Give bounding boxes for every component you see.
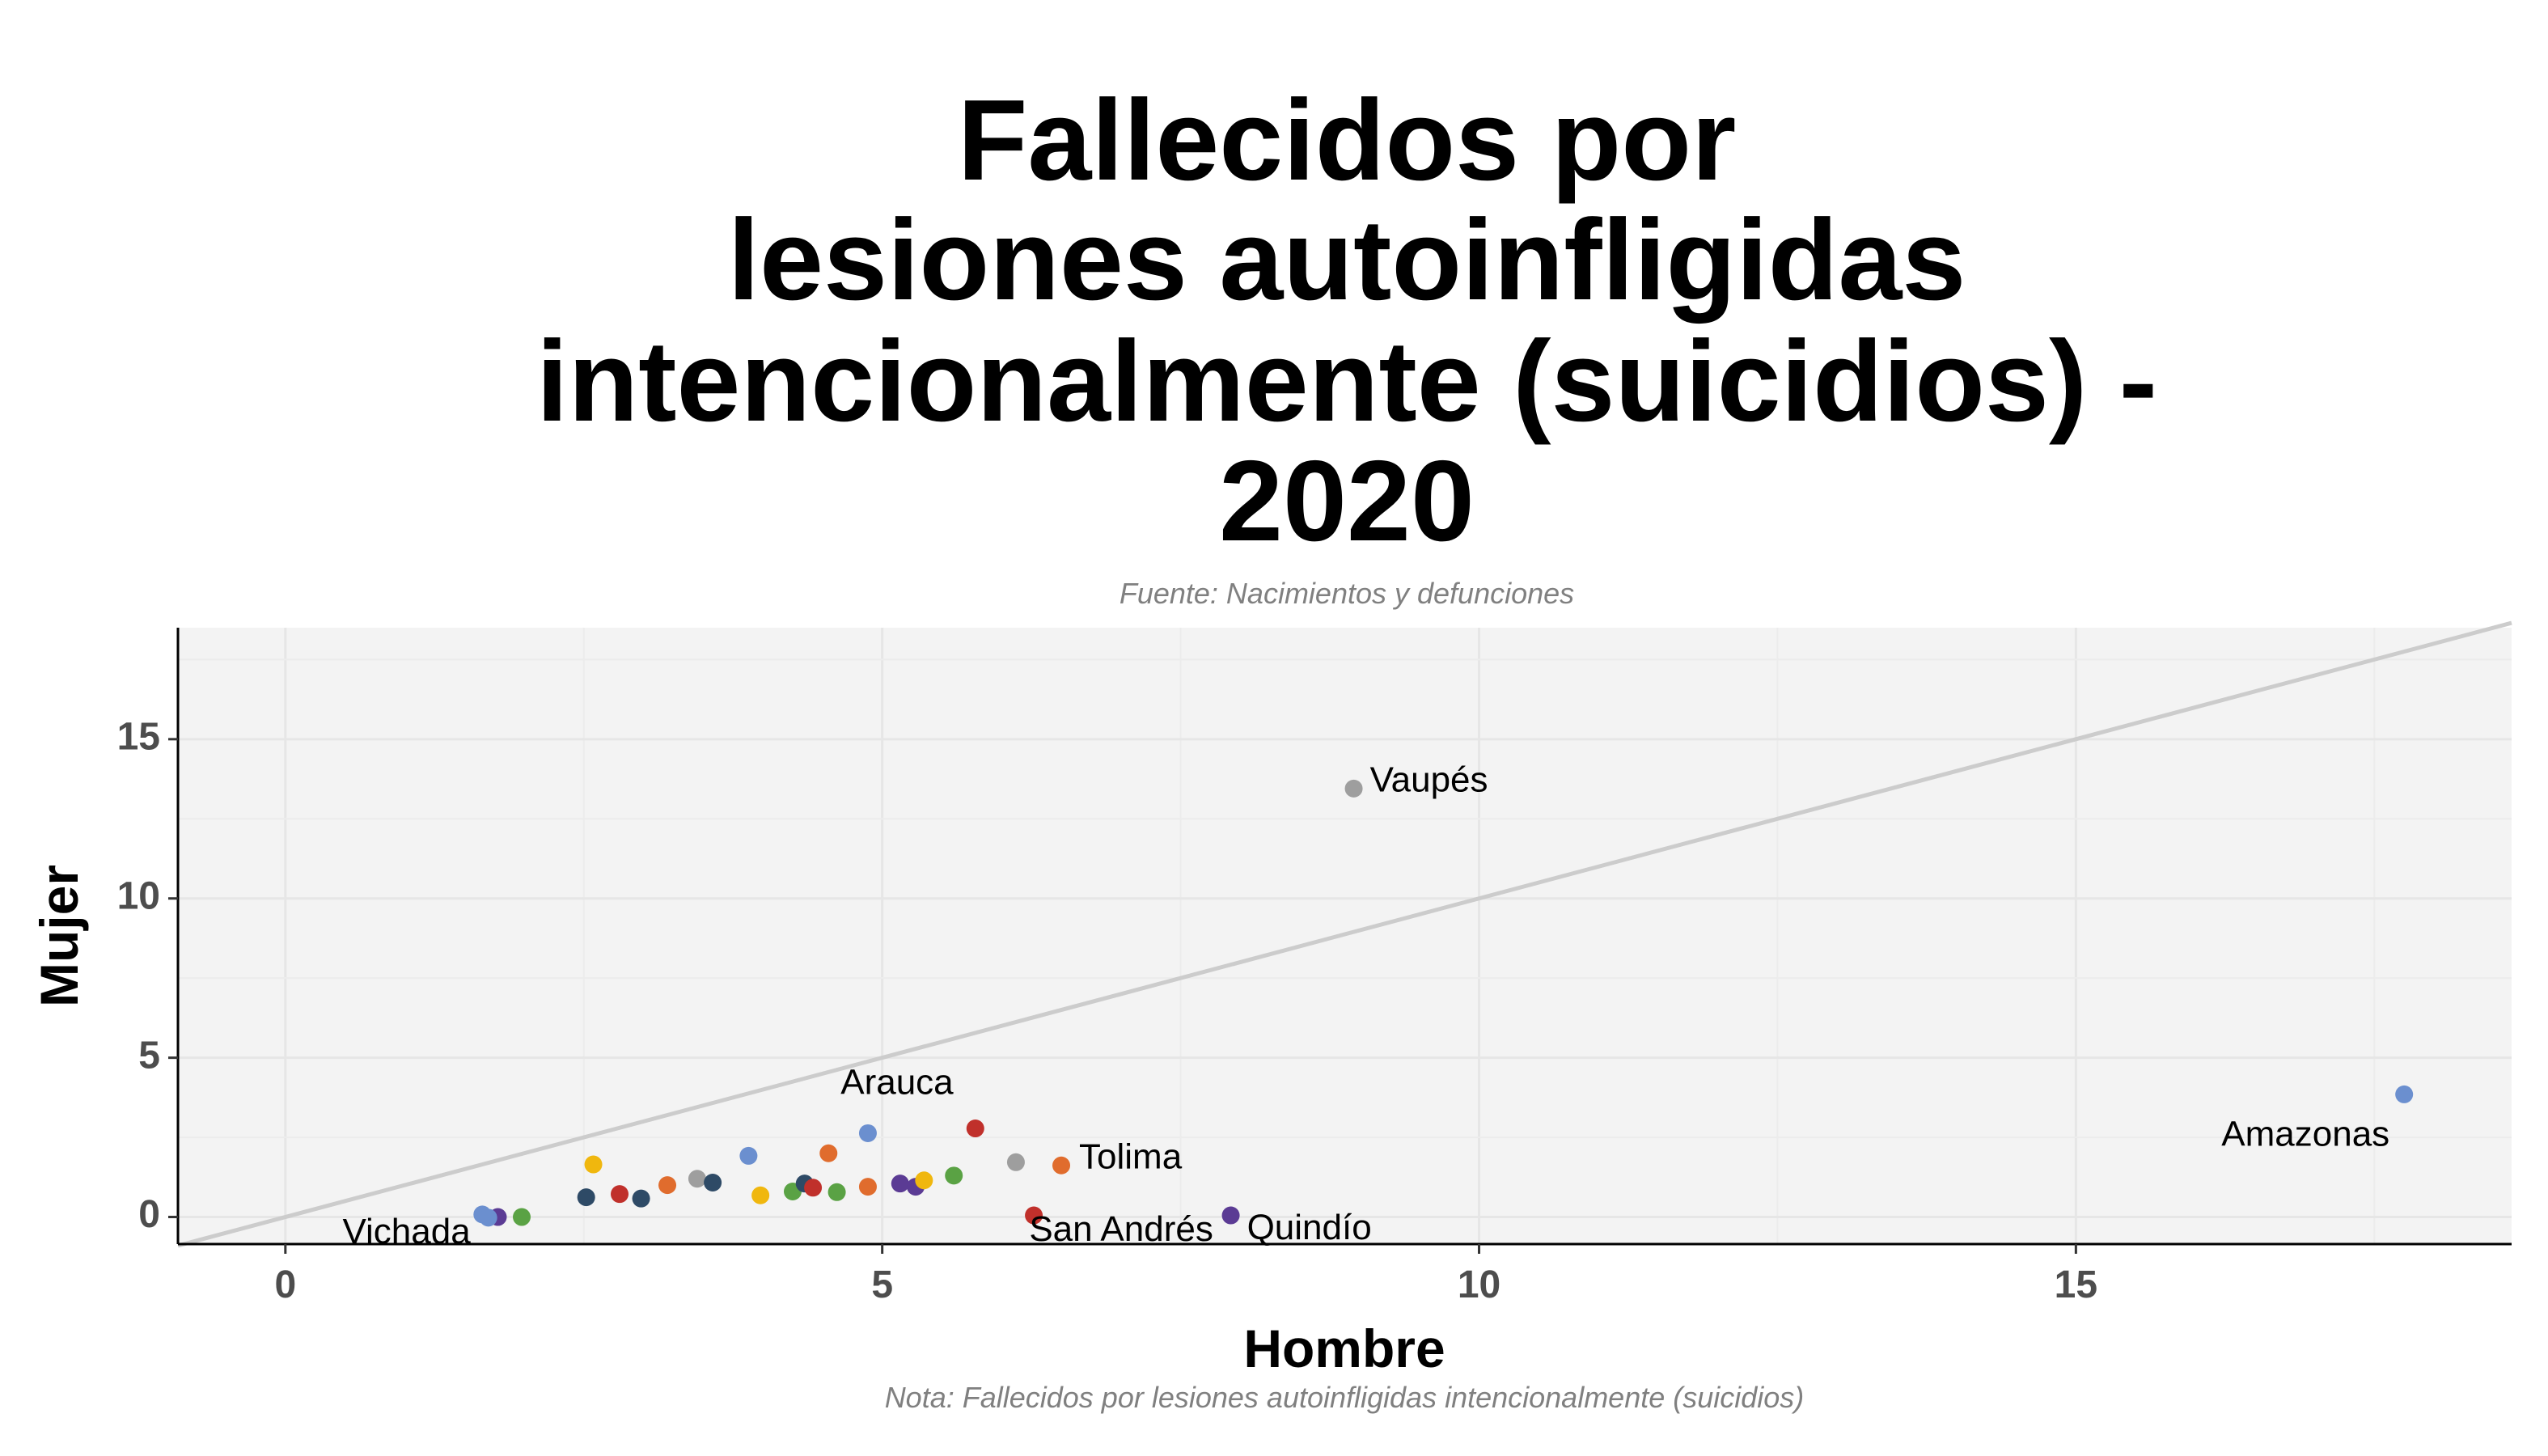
data-point — [739, 1146, 758, 1165]
data-points — [473, 779, 2414, 1227]
x-axis-title: Hombre — [1243, 1318, 1445, 1378]
data-point — [1344, 779, 1363, 798]
point-label: Tolima — [1079, 1136, 1183, 1176]
chart-title: Fallecidos por lesiones autoinfligidas i… — [536, 76, 2157, 565]
point-label: Vaupés — [1370, 760, 1488, 799]
point-label: Quindío — [1247, 1208, 1372, 1247]
chart-title-line-2: lesiones autoinfligidas — [728, 196, 1966, 324]
data-point — [858, 1178, 877, 1196]
x-tick-label: 5 — [871, 1263, 893, 1306]
chart-title-line-3: intencionalmente (suicidios) - — [536, 317, 2157, 446]
x-tick-label: 0 — [274, 1263, 296, 1306]
data-point — [704, 1173, 722, 1191]
chart-subtitle: Fuente: Nacimientos y defunciones — [1120, 577, 1574, 610]
y-axis-title: Mujer — [29, 865, 89, 1007]
point-label: San Andrés — [1029, 1209, 1213, 1249]
data-point — [513, 1208, 531, 1226]
data-point — [1221, 1206, 1240, 1225]
data-point — [945, 1166, 963, 1185]
data-point — [891, 1175, 909, 1193]
data-point — [611, 1185, 629, 1204]
grid-lines — [178, 628, 2512, 1244]
data-point — [479, 1208, 497, 1227]
data-point — [658, 1176, 677, 1195]
data-point — [819, 1144, 838, 1162]
data-point — [1052, 1156, 1071, 1175]
data-point — [915, 1171, 933, 1190]
data-point — [751, 1186, 770, 1204]
y-tick-label: 15 — [117, 716, 160, 759]
reference-line-group — [177, 620, 2512, 1248]
y-tick-label: 10 — [117, 874, 160, 917]
data-point — [966, 1120, 984, 1138]
y-tick-label: 0 — [138, 1193, 160, 1236]
data-point — [2395, 1085, 2414, 1103]
identity-line — [177, 620, 2512, 1248]
data-point — [577, 1188, 595, 1207]
data-point — [584, 1155, 603, 1174]
axis-ticks: 0 5 10 15 0 5 10 15 — [117, 716, 2097, 1306]
point-label: Amazonas — [2221, 1115, 2389, 1154]
chart-title-line-1: Fallecidos por — [958, 76, 1737, 205]
data-point — [858, 1124, 877, 1142]
y-tick-label: 5 — [138, 1034, 160, 1077]
data-point — [827, 1183, 846, 1201]
point-label: Arauca — [840, 1063, 954, 1103]
data-point — [804, 1179, 823, 1197]
data-point — [1025, 1206, 1043, 1225]
data-point — [688, 1170, 706, 1188]
x-tick-label: 10 — [1458, 1263, 1500, 1306]
data-point — [632, 1189, 650, 1208]
chart-caption: Nota: Fallecidos por lesiones autoinflig… — [885, 1381, 1805, 1414]
x-tick-label: 15 — [2055, 1263, 2097, 1306]
chart-title-line-4: 2020 — [1219, 437, 1475, 565]
data-point — [1006, 1153, 1025, 1171]
point-labels: Arauca San Andrés Tolima Quindío Vaupés Amazo… — [342, 760, 2389, 1251]
point-label: Vichada — [342, 1212, 471, 1251]
